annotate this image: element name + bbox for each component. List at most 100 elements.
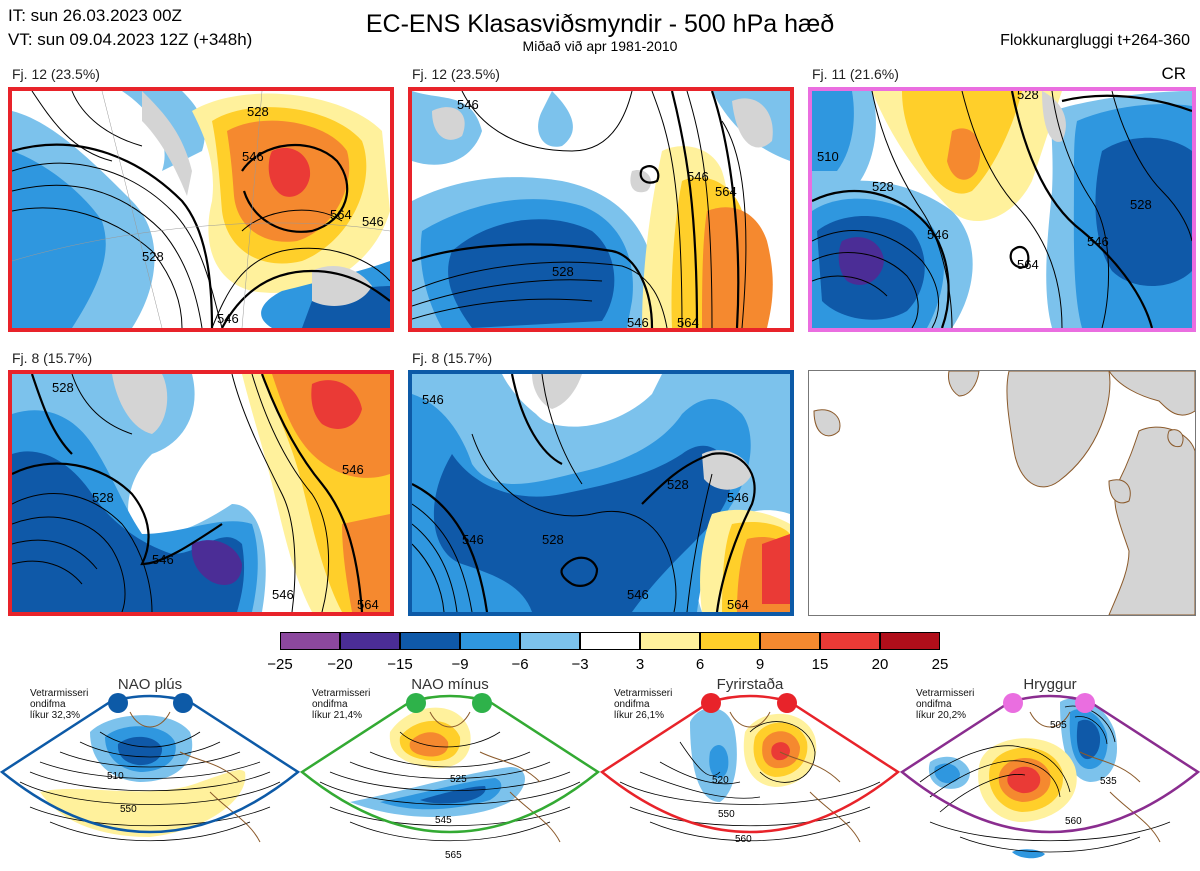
regime-contour-label: 565: [445, 850, 462, 861]
colorbar-tick: −9: [451, 656, 469, 673]
cluster-map-panel-3[interactable]: 510 528 546 564 528 546 528: [808, 87, 1196, 332]
contour-label: 528: [92, 490, 114, 505]
contour-label: 528: [52, 380, 74, 395]
regime-contour-label: 535: [1100, 776, 1117, 787]
regime-blocking[interactable]: 520 550 560 Fyrirstaða Vetrarmisseri ond…: [600, 672, 900, 871]
valid-time: VT: sun 09.04.2023 12Z (+348h): [8, 30, 253, 49]
contour-label: 564: [727, 597, 749, 612]
colorbar-tick: −25: [267, 656, 293, 673]
regime-nao-minus[interactable]: 525 545 565 NAO mínus Vetrarmisseri ondi…: [300, 672, 600, 871]
regime-name: NAO plús: [117, 676, 183, 693]
regime-dot-icon: [777, 693, 797, 713]
colorbar-tick: −6: [511, 656, 529, 673]
contour-label: 528: [1130, 197, 1152, 212]
colorbar-tick: 3: [635, 656, 645, 673]
regime-contour-label: 510: [107, 771, 124, 782]
regime-dot-icon: [1003, 693, 1023, 713]
page-title: EC-ENS Klasasviðsmyndir - 500 hPa hæð: [365, 10, 835, 38]
colorbar-cell: [700, 632, 760, 650]
colorbar-tick: 15: [811, 656, 829, 673]
contour-label: 564: [715, 184, 737, 199]
panel-3-label: Fj. 11 (21.6%): [812, 66, 899, 82]
contour-label: 564: [330, 207, 352, 222]
colorbar-cell: [880, 632, 940, 650]
colorbar-cell: [340, 632, 400, 650]
contour-label: 546: [462, 532, 484, 547]
contour-label: 546: [362, 214, 384, 229]
regime-name: NAO mínus: [411, 676, 489, 693]
cluster-map-panel-1[interactable]: 528 546 546 564 528 546: [8, 87, 394, 332]
regime-info: Vetrarmisseri ondifma líkur 32,3%: [30, 688, 89, 721]
panel-4-label: Fj. 8 (15.7%): [12, 350, 93, 366]
contour-label: 546: [242, 149, 264, 164]
panel-1-label: Fj. 12 (23.5%): [12, 66, 100, 82]
contour-label: 528: [247, 104, 269, 119]
regime-name: Hryggur: [1023, 676, 1077, 693]
regime-info: Vetrarmisseri ondifma líkur 20,2%: [916, 688, 975, 721]
contour-label: 564: [677, 315, 699, 328]
regime-dot-icon: [472, 693, 492, 713]
contour-label: 510: [817, 149, 839, 164]
regime-info: Vetrarmisseri ondifma líkur 21,4%: [312, 688, 371, 721]
classification-window: Flokkunargluggi t+264-360: [1000, 32, 1190, 49]
contour-label: 546: [1087, 234, 1109, 249]
initial-time: IT: sun 26.03.2023 00Z: [8, 6, 182, 25]
contour-label: 528: [552, 264, 574, 279]
panel-5-label: Fj. 8 (15.7%): [412, 350, 493, 366]
regime-contour-label: 525: [450, 774, 467, 785]
regime-contour-label: 550: [718, 809, 735, 820]
cluster-map-panel-5[interactable]: 546 546 528 528 546 546 564: [408, 370, 794, 616]
colorbar-tick: −3: [571, 656, 589, 673]
colorbar-cell: [400, 632, 460, 650]
contour-label: 546: [627, 587, 649, 602]
cluster-map-panel-2[interactable]: 528 546 546 564 546 564: [408, 87, 794, 332]
panel-2-label: Fj. 12 (23.5%): [412, 66, 500, 82]
contour-label: 546: [272, 587, 294, 602]
regime-dot-icon: [173, 693, 193, 713]
regime-contour-label: 505: [1050, 720, 1067, 731]
colorbar-cell: [460, 632, 520, 650]
colorbar-tick: −20: [327, 656, 353, 673]
contour-label: 546: [927, 227, 949, 242]
contour-label: 546: [217, 311, 239, 326]
empty-reference-map[interactable]: [808, 370, 1196, 616]
colorbar-cell: [760, 632, 820, 650]
regime-dot-icon: [108, 693, 128, 713]
cr-label: CR: [1161, 64, 1186, 83]
colorbar-cell: [520, 632, 580, 650]
colorbar-cell: [580, 632, 640, 650]
colorbar-cell: [820, 632, 880, 650]
regime-dot-icon: [701, 693, 721, 713]
regime-contour-label: 545: [435, 815, 452, 826]
regime-contour-label: 560: [1065, 816, 1082, 827]
regime-dot-icon: [406, 693, 426, 713]
colorbar-tick: 25: [931, 656, 949, 673]
contour-label: 546: [627, 315, 649, 328]
contour-label: 546: [342, 462, 364, 477]
colorbar-cell: [280, 632, 340, 650]
regime-contour-label: 560: [735, 834, 752, 845]
contour-label: 528: [872, 179, 894, 194]
colorbar-tick: 9: [755, 656, 765, 673]
contour-label: 564: [357, 597, 379, 612]
colorbar-tick: 6: [695, 656, 705, 673]
colorbar-tick: 20: [871, 656, 889, 673]
cluster-map-panel-4[interactable]: 528 528 546 546 546 564: [8, 370, 394, 616]
contour-label: 528: [542, 532, 564, 547]
contour-label: 546: [152, 552, 174, 567]
contour-label: 528: [667, 477, 689, 492]
regime-dot-icon: [1075, 693, 1095, 713]
contour-label: 564: [1017, 257, 1039, 272]
contour-label: 528: [1017, 91, 1039, 102]
contour-label: 546: [727, 490, 749, 505]
contour-label: 546: [457, 97, 479, 112]
contour-label: 528: [142, 249, 164, 264]
contour-label: 546: [422, 392, 444, 407]
regime-name: Fyrirstaða: [716, 676, 784, 693]
colorbar-cell: [640, 632, 700, 650]
regime-info: Vetrarmisseri ondifma líkur 26,1%: [614, 688, 673, 721]
page-subtitle: Miðað við apr 1981-2010: [522, 38, 678, 54]
contour-label: 546: [687, 169, 709, 184]
regime-ridge[interactable]: 505 535 560 Hryggur Vetrarmisseri ondifm…: [900, 672, 1200, 871]
regime-nao-plus[interactable]: 510 550 NAO plús Vetrarmisseri ondifma l…: [0, 672, 300, 871]
